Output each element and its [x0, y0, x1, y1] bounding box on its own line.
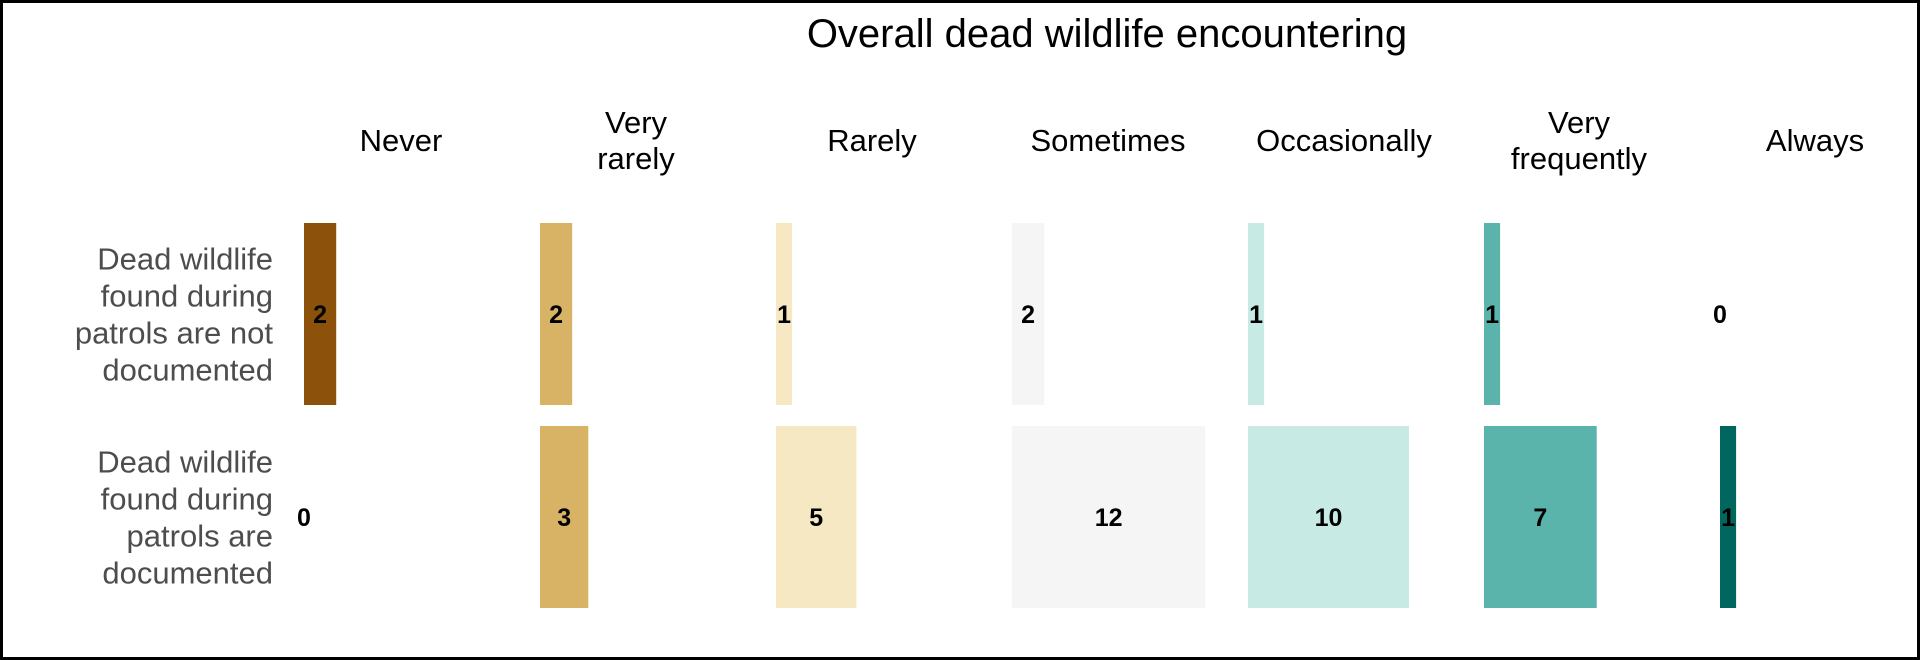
value-label-row2-col2: 3 — [557, 504, 571, 532]
value-label-row1-col7: 0 — [1713, 301, 1727, 329]
value-label-row1-col6: 1 — [1485, 301, 1499, 329]
bar-row2-col6 — [1484, 426, 1597, 608]
column-label-never: Never — [360, 123, 443, 158]
column-label-occasionally: Occasionally — [1256, 123, 1432, 158]
bar-row1-col5 — [1248, 223, 1265, 405]
bar-row1-col6 — [1484, 223, 1501, 405]
row-label-1: Dead wildlife found during patrols are not… — [75, 242, 274, 388]
bars — [304, 223, 1737, 608]
bar-row1-col4 — [1012, 223, 1045, 405]
column-label-always: Always — [1766, 123, 1864, 158]
column-label-rarely: Rarely — [827, 123, 917, 158]
bar-row2-col7 — [1720, 426, 1737, 608]
bar-row2-col4 — [1012, 426, 1206, 608]
value-label-row1-col4: 2 — [1021, 301, 1035, 329]
bar-row2-col3 — [776, 426, 857, 608]
bar-row1-col1 — [304, 223, 337, 405]
column-labels: Never Very rarely Rarely Sometimes Occasional… — [360, 105, 1864, 176]
bar-row1-col2 — [540, 223, 573, 405]
value-label-row2-col7: 1 — [1721, 504, 1735, 532]
value-label-row2-col6: 7 — [1533, 504, 1547, 532]
row-label-2: Dead wildlife found during patrols are docu… — [97, 445, 273, 591]
value-labels: 2 2 1 2 1 1 00 3 5 12 10 7 1 — [297, 301, 1735, 532]
bar-row2-col5 — [1248, 426, 1409, 608]
column-label-very-frequently: Very frequently — [1511, 105, 1648, 176]
chart-title: Overall dead wildlife encountering — [807, 12, 1407, 56]
bar-row2-col2 — [540, 426, 589, 608]
value-label-row2-col3: 5 — [809, 504, 823, 532]
chart: Overall dead wildlife encountering Never… — [75, 12, 1864, 608]
value-label-row1-col1: 2 — [313, 301, 327, 329]
value-label-row2-col4: 12 — [1095, 504, 1123, 532]
value-label-row1-col2: 2 — [549, 301, 563, 329]
value-label-row1-col3: 1 — [777, 301, 791, 329]
value-label-row1-col5: 1 — [1249, 301, 1263, 329]
bar-row1-col3 — [776, 223, 793, 405]
row-labels: Dead wildlife found during patrols are not… — [75, 242, 274, 591]
value-label-row2-col1: 0 — [297, 504, 311, 532]
column-label-sometimes: Sometimes — [1030, 123, 1185, 158]
column-label-very-rarely: Very rarely — [597, 105, 675, 176]
value-label-row2-col5: 10 — [1315, 504, 1343, 532]
